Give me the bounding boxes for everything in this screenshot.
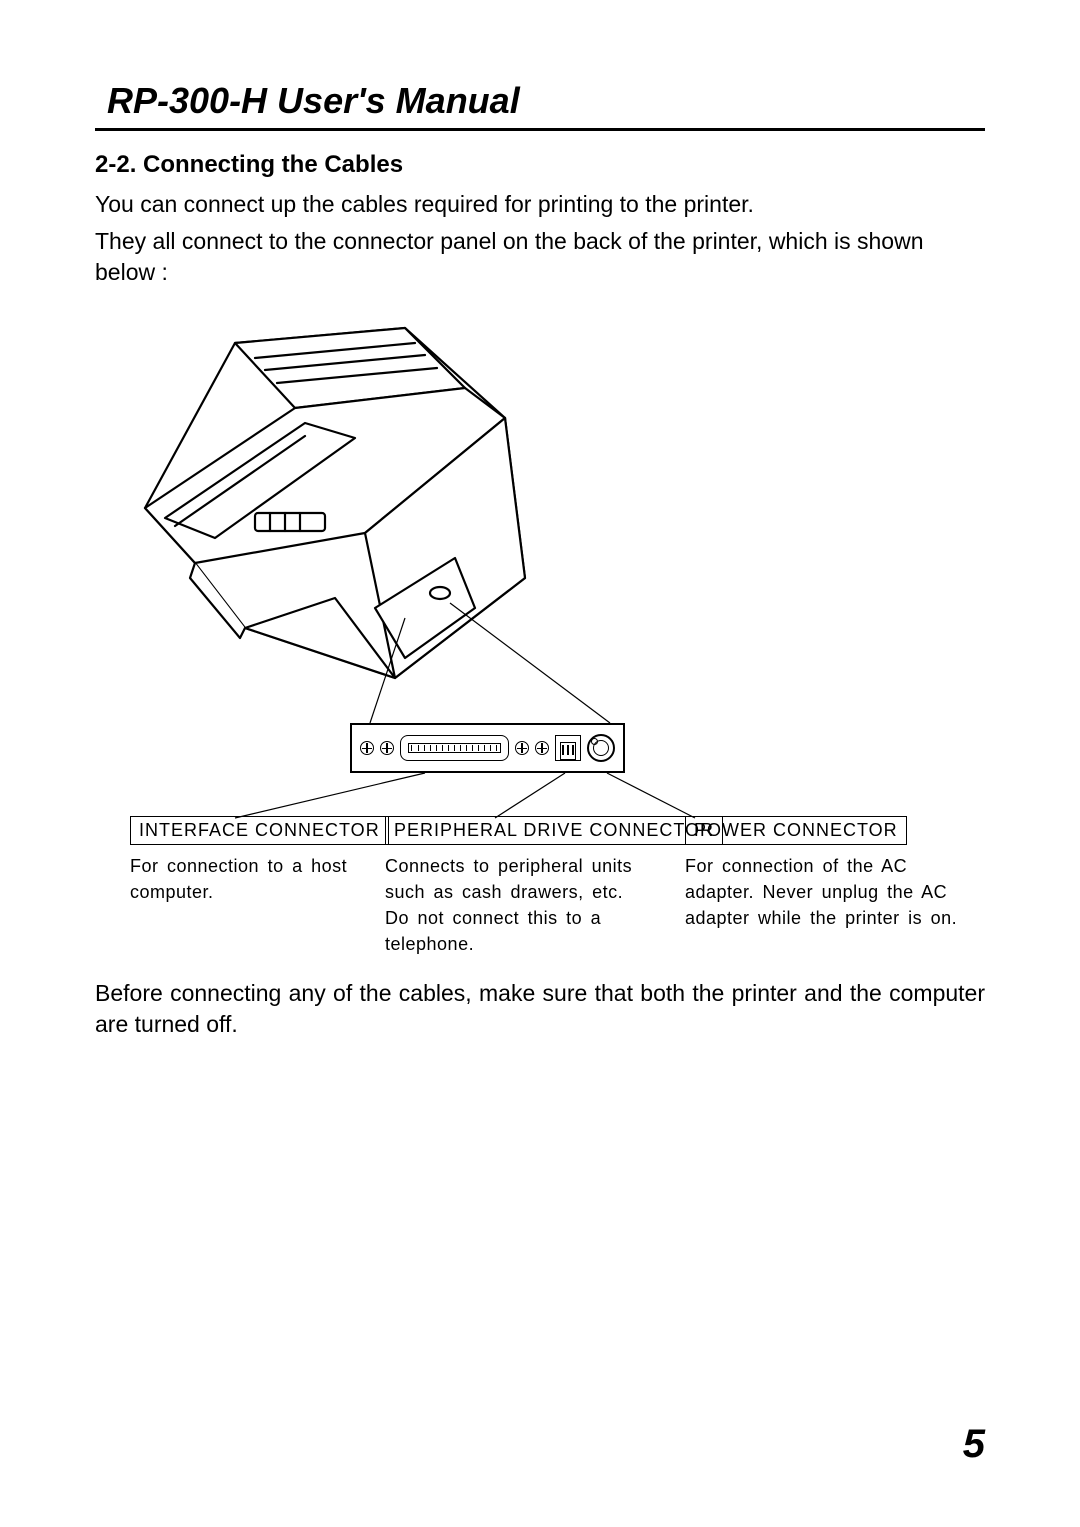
peripheral-connector-desc: Connects to peripheral units such as cas… (385, 853, 655, 957)
screw-icon (535, 741, 549, 755)
interface-connector-desc: For connection to a host computer. (130, 853, 355, 905)
screw-icon (515, 741, 529, 755)
paragraph-2: They all connect to the connector panel … (95, 226, 985, 288)
peripheral-connector-block: PERIPHERAL DRIVE CONNECTOR Connects to p… (385, 816, 655, 957)
document-title: RP-300-H User's Manual (95, 80, 520, 122)
peripheral-connector-label: PERIPHERAL DRIVE CONNECTOR (385, 816, 723, 845)
paragraph-3: Before connecting any of the cables, mak… (95, 978, 985, 1040)
paragraph-1: You can connect up the cables required f… (95, 189, 985, 220)
power-port-icon (587, 734, 615, 762)
labels-row: INTERFACE CONNECTOR For connection to a … (130, 816, 965, 957)
screw-icon (380, 741, 394, 755)
power-connector-block: POWER CONNECTOR For connection of the AC… (685, 816, 965, 957)
figure-area: INTERFACE CONNECTOR For connection to a … (95, 308, 985, 948)
interface-connector-label: INTERFACE CONNECTOR (130, 816, 389, 845)
page-number: 5 (963, 1422, 985, 1467)
section-heading: 2-2. Connecting the Cables (95, 151, 985, 179)
printer-illustration (105, 308, 625, 738)
power-connector-label: POWER CONNECTOR (685, 816, 907, 845)
screw-icon (360, 741, 374, 755)
connector-panel (350, 723, 625, 773)
peripheral-port-icon (555, 735, 581, 761)
interface-connector-block: INTERFACE CONNECTOR For connection to a … (130, 816, 355, 957)
interface-port-icon (400, 735, 509, 761)
power-connector-desc: For connection of the AC adapter. Never … (685, 853, 965, 931)
header-rule: RP-300-H User's Manual (95, 80, 985, 131)
